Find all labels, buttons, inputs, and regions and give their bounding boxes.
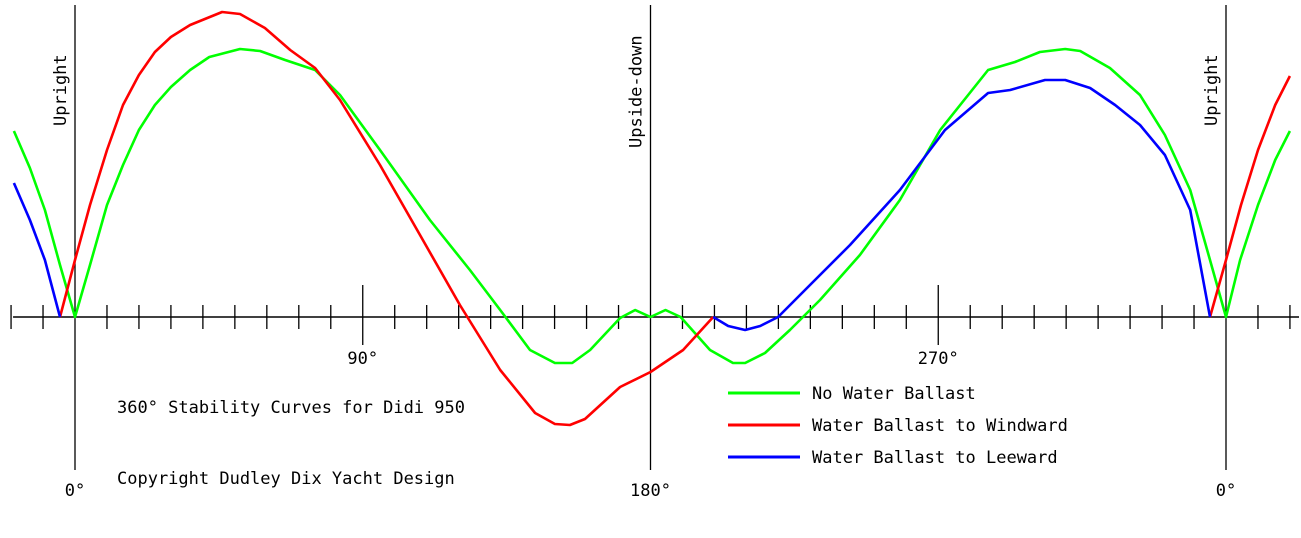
legend-label: Water Ballast to Windward	[812, 416, 1068, 436]
annotation-upright: Upright	[51, 54, 71, 126]
series-line-water-ballast-to-windward	[58, 10, 715, 427]
tick-label: 90°	[347, 349, 378, 369]
axes: 0° 90° 180° 270° 0° Upright Upside-down Upright	[10, 5, 1299, 501]
series-line-water-ballast-to-windward	[1208, 75, 1292, 318]
legend-label: Water Ballast to Leeward	[812, 448, 1058, 468]
tick-label: 0°	[1216, 481, 1236, 501]
legend: No Water Ballast Water Ballast to Windwar…	[728, 384, 1068, 468]
annotation-upright: Upright	[1202, 54, 1222, 126]
tick-label: 270°	[918, 349, 959, 369]
tick-label: 0°	[65, 481, 85, 501]
curves	[12, 10, 1292, 427]
annotation-upside-down: Upside-down	[627, 35, 647, 148]
series-line-water-ballast-to-leeward	[12, 182, 62, 318]
series-line-water-ballast-to-leeward	[712, 78, 1212, 332]
chart-title: 360° Stability Curves for Didi 950	[117, 398, 465, 418]
tick-label: 180°	[630, 481, 671, 501]
legend-label: No Water Ballast	[812, 384, 976, 404]
copyright-text: Copyright Dudley Dix Yacht Design	[117, 469, 455, 489]
labels: 360° Stability Curves for Didi 950 Copyr…	[117, 398, 465, 489]
series-line-no-water-ballast	[12, 47, 1292, 365]
